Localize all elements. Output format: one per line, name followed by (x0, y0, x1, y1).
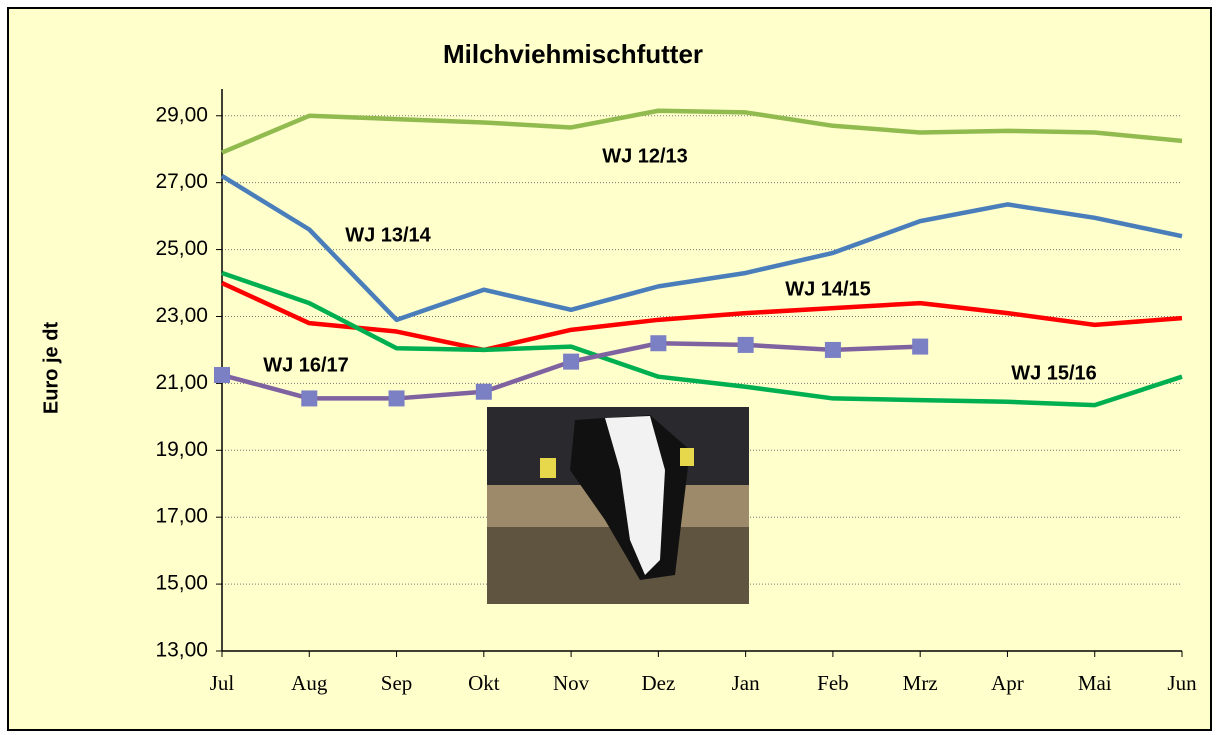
y-tick-label: 27,00 (155, 170, 208, 193)
x-tick-label: Mrz (903, 671, 938, 695)
series-label: WJ 14/15 (785, 278, 871, 300)
y-tick-label: 23,00 (155, 304, 208, 327)
x-tick-label: Mai (1078, 671, 1112, 695)
y-tick-label: 17,00 (155, 505, 208, 528)
marker (475, 383, 492, 400)
y-tick-label: 19,00 (155, 438, 208, 461)
y-tick-label: 21,00 (155, 371, 208, 394)
x-tick-label: Jun (1167, 671, 1197, 695)
series-label: WJ 13/14 (345, 224, 431, 246)
series-line (221, 280, 1183, 353)
series-label: WJ 12/13 (602, 145, 688, 167)
marker (650, 335, 667, 352)
y-tick-label: 29,00 (155, 103, 208, 126)
x-tick-label: Okt (468, 671, 500, 695)
x-tick-label: Feb (817, 671, 849, 695)
marker (563, 353, 580, 370)
marker (824, 341, 841, 358)
series-label: WJ 16/17 (263, 354, 349, 376)
x-tick-label: Sep (381, 671, 413, 695)
series-label: WJ 15/16 (1011, 362, 1097, 384)
x-tick-label: Aug (291, 671, 328, 695)
chart-background (7, 7, 1212, 731)
marker (388, 390, 405, 407)
y-tick-label: 13,00 (155, 639, 208, 662)
photo (487, 407, 749, 604)
series-line (220, 174, 1183, 323)
x-tick-label: Jul (210, 671, 235, 695)
x-tick-label: Jan (732, 671, 760, 695)
marker (737, 336, 754, 353)
marker (301, 390, 318, 407)
y-tick-label: 25,00 (155, 237, 208, 260)
x-tick-label: Apr (991, 671, 1024, 695)
x-tick-label: Nov (553, 671, 590, 695)
marker (214, 367, 230, 384)
x-tick-label: Dez (641, 671, 675, 695)
chart-title: Milchviehmischfutter (443, 39, 703, 69)
marker (912, 338, 929, 355)
series-line (221, 270, 1183, 408)
y-tick-label: 15,00 (155, 572, 208, 595)
y-axis-title: Euro je dt (40, 322, 62, 415)
series-line (221, 108, 1183, 155)
